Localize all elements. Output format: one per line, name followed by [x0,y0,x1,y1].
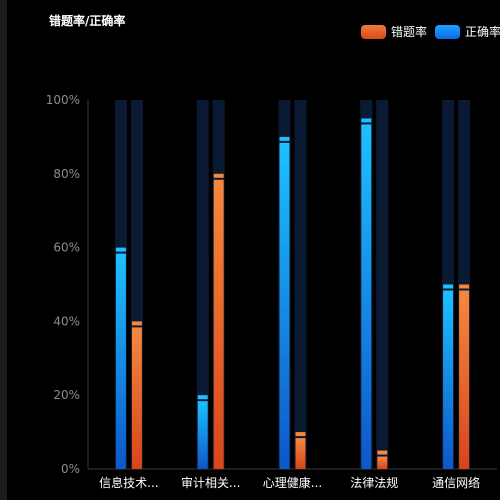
bar-cap-wrong [377,450,388,455]
bar-cap-correct [279,136,290,141]
x-category-label: 法律法规 [350,475,398,490]
y-tick-label: 80% [53,167,80,181]
chart-title: 错题率/正确率 [49,14,126,28]
bar-cap-correct [197,395,208,400]
x-category-label: 通信网络 [432,475,480,490]
chart-legend: 错题率 正确率 [361,23,500,40]
bar-cap-correct [115,247,126,252]
left-edge-strip [0,0,7,500]
y-tick-label: 60% [53,241,80,255]
x-category-label: 审计相关... [181,475,240,490]
bar-correct [361,124,372,469]
legend-swatch-wrong [361,24,386,39]
x-category-label: 心理健康... [263,475,322,490]
bar-cap-correct [443,284,454,289]
bar-cap-wrong [295,432,306,437]
legend-label-right: 正确率 [465,25,500,39]
bar-wrong [459,290,470,469]
bar-track [196,100,209,469]
bar-correct [115,253,126,469]
bar-wrong [131,327,142,469]
y-tick-label: 0% [61,462,80,476]
bar-correct [443,290,454,469]
y-tick-label: 40% [53,314,80,328]
bar-cap-correct [361,118,372,123]
legend-item-wrong[interactable]: 错题率 [361,23,427,40]
bar-track [294,100,307,469]
bar-wrong [295,438,306,469]
legend-label-wrong: 错题率 [391,25,428,39]
legend-swatch-right [435,24,461,39]
bar-correct [197,401,208,469]
bar-wrong [377,456,388,469]
x-category-label: 信息技术... [99,475,158,490]
bar-wrong [213,179,224,470]
legend-item-right[interactable]: 正确率 [435,23,500,40]
bar-correct [279,142,290,469]
y-tick-label: 20% [53,388,80,402]
y-tick-label: 100% [46,93,80,107]
bar-cap-wrong [131,321,142,326]
bar-cap-wrong [459,284,470,289]
bar-cap-wrong [213,173,224,178]
bar-track [376,100,389,469]
